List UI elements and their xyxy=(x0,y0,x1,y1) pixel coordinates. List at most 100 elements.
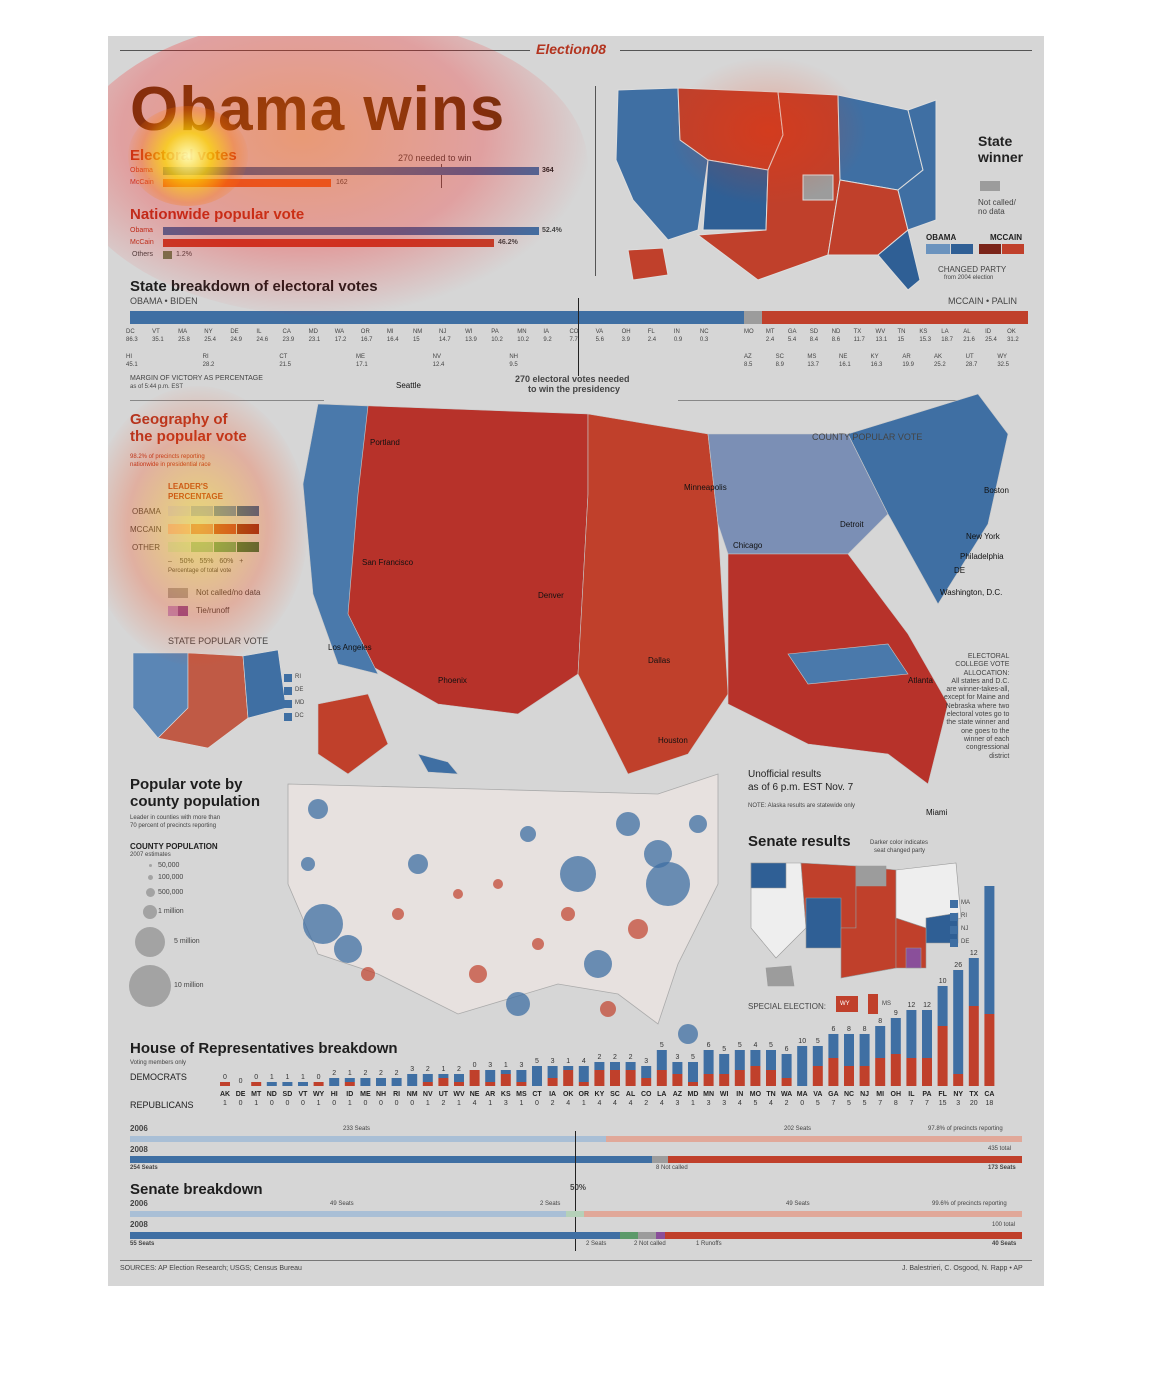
house-state-label: MN xyxy=(703,1091,714,1098)
electoral-allocation-note: ELECTORAL COLLEGE VOTE ALLOCATION: All s… xyxy=(944,653,1010,760)
breakdown-state: SD xyxy=(809,329,819,335)
house-2008-r-bar xyxy=(668,1156,1022,1163)
house-state-label: SC xyxy=(610,1091,620,1098)
breakdown-margin: 5.6 xyxy=(595,337,604,343)
leader-scale-swatch xyxy=(237,506,259,516)
house-state-label: CT xyxy=(532,1091,542,1098)
house-rep-count: 0 xyxy=(270,1100,274,1107)
population-bubble xyxy=(628,919,648,939)
house-dem-count: 5 xyxy=(738,1042,742,1049)
tie-swatch-light xyxy=(168,606,178,616)
breakdown-margin: 14.7 xyxy=(439,337,451,343)
state-pop-small-swatch xyxy=(284,674,292,682)
house-dem-bar xyxy=(906,1010,917,1058)
house-rep-count: 0 xyxy=(535,1100,539,1107)
city-label: Washington, D.C. xyxy=(940,588,1003,597)
house-state-label: NC xyxy=(844,1091,854,1098)
senate-results-note-1: Darker color indicates xyxy=(870,840,929,846)
house-dem-count: 0 xyxy=(473,1062,477,1069)
city-label: Phoenix xyxy=(438,676,467,685)
house-rep-count: 1 xyxy=(426,1100,430,1107)
senate-2006-r: 49 Seats xyxy=(786,1201,810,1207)
house-rep-count: 1 xyxy=(582,1100,586,1107)
house-rep-count: 7 xyxy=(878,1100,882,1107)
house-dem-count: 1 xyxy=(566,1058,570,1065)
state-popular-vote-title: STATE POPULAR VOTE xyxy=(168,636,269,646)
changed-party-label: CHANGED PARTY xyxy=(938,265,1007,274)
house-dem-count: 2 xyxy=(457,1066,461,1073)
house-rep-bar xyxy=(516,1082,527,1086)
breakdown-mccain-upper: MO MT 2.4 GA 5.4 SD 8.4 ND 8.6 TX 11.7 WV 13.1 TN 15 KS… xyxy=(744,329,1034,349)
population-bubble xyxy=(532,938,544,950)
leader-scale-swatch xyxy=(214,542,236,552)
house-dem-bar xyxy=(422,1074,433,1082)
population-bubble xyxy=(334,935,362,963)
population-bubble xyxy=(493,879,503,889)
senate-small-label: DE xyxy=(961,939,970,945)
breakdown-margin: 16.7 xyxy=(360,337,373,343)
house-state-label: TX xyxy=(969,1091,978,1098)
house-dem-bar xyxy=(376,1078,386,1086)
house-dem-count: 0 xyxy=(254,1074,258,1081)
house-rep-bar xyxy=(688,1082,698,1086)
population-bubble xyxy=(303,904,343,944)
house-state-label: KS xyxy=(501,1091,511,1098)
house-dem-count: 8 xyxy=(847,1026,851,1033)
electoral-needed-line xyxy=(441,164,442,188)
footer-sources: SOURCES: AP Election Research; USGS; Cen… xyxy=(120,1265,302,1272)
state-pop-small-label: RI xyxy=(295,674,301,680)
senate-alaska xyxy=(765,965,795,987)
senate-small-swatch xyxy=(950,926,958,934)
population-bubble xyxy=(616,812,640,836)
house-rep-count: 1 xyxy=(457,1100,461,1107)
house-rep-bar xyxy=(859,1066,870,1086)
breakdown-margin: 8.6 xyxy=(831,337,841,343)
house-rep-bar xyxy=(422,1082,433,1086)
house-dem-bar xyxy=(797,1046,808,1086)
house-dem-count: 4 xyxy=(582,1058,586,1065)
city-label: Denver xyxy=(538,591,564,600)
house-rep-count: 0 xyxy=(301,1100,305,1107)
senate-reporting: 99.6% of precincts reporting xyxy=(932,1201,1007,1207)
house-rep-bar xyxy=(641,1078,652,1086)
house-sub: Voting members only xyxy=(130,1060,187,1066)
senate-2006-d: 49 Seats xyxy=(330,1201,354,1207)
senate-2008-label: 2008 xyxy=(130,1220,148,1229)
breakdown-margin: 86.3 xyxy=(126,337,138,343)
leader-scale-swatch xyxy=(168,542,190,552)
special-ms-label: MS xyxy=(882,1001,891,1007)
house-rep-count: 4 xyxy=(660,1100,664,1107)
breakdown-margin: 28.7 xyxy=(965,362,978,368)
breakdown-obama-upper: DC 86.3 VT 35.1 MA 25.8 NY 25.4 DE 24.9 IL 24.6 CA 23… xyxy=(126,329,746,349)
breakdown-state: KY xyxy=(870,354,879,360)
senate-small-label: RI xyxy=(961,913,967,919)
breakdown-state: AL xyxy=(963,329,971,335)
city-label: Detroit xyxy=(840,520,864,529)
senate-small-label: NJ xyxy=(961,926,969,932)
breakdown-margin: 24.9 xyxy=(230,337,243,343)
breakdown-state: NM xyxy=(412,329,423,335)
house-dem-bar xyxy=(578,1066,589,1082)
house-rep-bar xyxy=(922,1058,932,1086)
house-rep-bar xyxy=(719,1074,730,1086)
alaska-note: NOTE: Alaska results are statewide only xyxy=(748,803,856,809)
county-pop-title-2: county population xyxy=(130,793,260,810)
house-rep-count: 0 xyxy=(332,1100,336,1107)
house-dem-count: 8 xyxy=(863,1026,867,1033)
house-dem-bar xyxy=(844,1034,854,1066)
fifty-line xyxy=(575,1131,576,1251)
house-rep-count: 2 xyxy=(441,1100,445,1107)
house-rep-count: 1 xyxy=(488,1100,492,1107)
breakdown-margin: 8.4 xyxy=(809,337,819,343)
house-2006-r: 202 Seats xyxy=(784,1126,812,1132)
house-dem-count: 0 xyxy=(223,1074,227,1081)
house-rep-count: 20 xyxy=(970,1100,978,1107)
senate-2008-runoff-bar xyxy=(656,1232,665,1239)
house-dem-bar xyxy=(298,1082,308,1086)
county-map-northeast xyxy=(847,393,1009,605)
house-rep-bar xyxy=(953,1074,964,1086)
masthead-brand: Election08 xyxy=(536,41,607,57)
breakdown-margin: 24.6 xyxy=(256,337,269,343)
house-state-label: MO xyxy=(750,1091,762,1098)
special-wy-box xyxy=(836,996,858,1012)
